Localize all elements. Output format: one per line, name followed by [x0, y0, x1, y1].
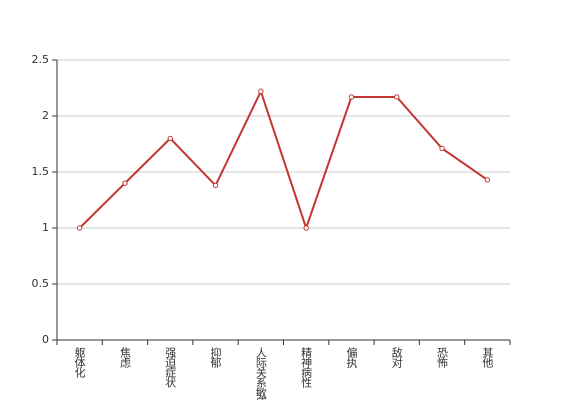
x-tick-label: 焦虑: [118, 347, 131, 368]
point: [348, 94, 355, 100]
point: [122, 180, 128, 186]
x-tick-label: 偏执: [345, 346, 358, 369]
y-tick-label: 1: [42, 221, 49, 234]
point: [76, 225, 83, 231]
y-tick-label: 0: [42, 333, 49, 346]
y-tick-label: 2: [42, 109, 49, 122]
y-tick-label: 1.5: [32, 165, 50, 178]
y-tick-label: 2.5: [32, 53, 50, 66]
point: [258, 88, 264, 95]
y-tick-label: 0.5: [32, 277, 50, 290]
point: [303, 225, 309, 231]
point: [167, 135, 173, 142]
x-tick-label: 敌对: [390, 346, 403, 368]
x-tick-label: 强迫症状: [164, 347, 177, 388]
point: [212, 182, 219, 189]
series-line: [78, 88, 488, 232]
point: [439, 145, 445, 152]
x-tick-label: 恐怖: [436, 347, 449, 368]
x-tick-label: 人际关系敏感: [254, 347, 267, 400]
x-tick-label: 其他: [481, 347, 494, 368]
point: [394, 94, 400, 100]
x-tick-label: 躯体化: [73, 347, 86, 379]
point: [484, 177, 491, 183]
x-tick-label: 抑郁: [209, 346, 222, 368]
x-tick-label: 精神病性: [300, 347, 313, 389]
